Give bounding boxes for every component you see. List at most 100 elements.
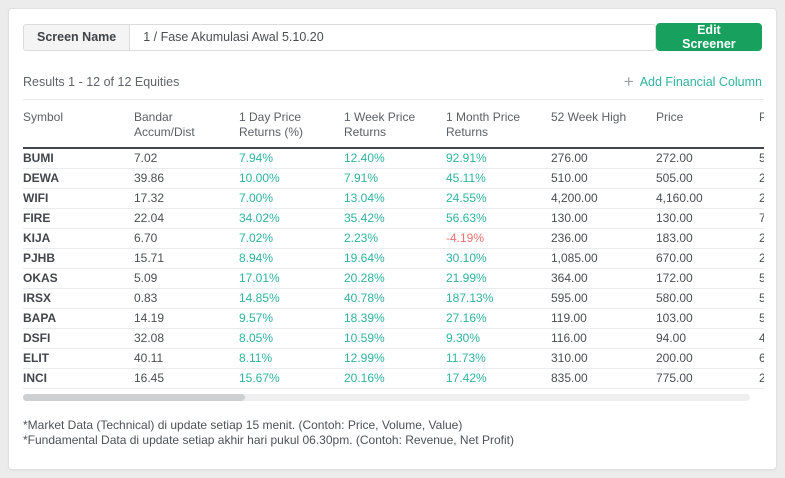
value-cell: 200.00 [656, 348, 759, 369]
symbol-cell[interactable]: BUMI [23, 148, 134, 169]
column-header[interactable]: 1 Month Price Returns [446, 100, 551, 149]
value-cell: 17.32 [134, 188, 239, 209]
return-cell: 92.91% [446, 148, 551, 169]
value-cell: 670.00 [656, 248, 759, 269]
value-cell: 2 [759, 228, 764, 249]
value-cell: 183.00 [656, 228, 759, 249]
value-cell: 276.00 [551, 148, 656, 169]
symbol-cell[interactable]: ELIT [23, 348, 134, 369]
column-header[interactable]: P [759, 100, 764, 149]
symbol-cell[interactable]: BAPA [23, 308, 134, 329]
horizontal-scrollbar[interactable] [23, 393, 750, 401]
value-cell: 2 [759, 368, 764, 389]
return-cell: 21.99% [446, 268, 551, 289]
value-cell: 16.45 [134, 368, 239, 389]
value-cell: 4 [759, 328, 764, 349]
return-cell: 24.55% [446, 188, 551, 209]
return-cell: 17.01% [239, 268, 344, 289]
value-cell: 94.00 [656, 328, 759, 349]
footnotes: *Market Data (Technical) di update setia… [23, 418, 762, 448]
table-header-row: Symbol Bandar Accum/Dist 1 Day Price Retur… [23, 100, 764, 149]
value-cell: 2 [759, 168, 764, 189]
return-cell: 15.67% [239, 368, 344, 389]
return-cell: 187.13% [446, 288, 551, 309]
screener-card: Screen Name Edit Screener Results 1 - 12… [8, 8, 777, 470]
return-cell: 56.63% [446, 208, 551, 229]
value-cell: 580.00 [656, 288, 759, 309]
column-header[interactable]: 1 Day Price Returns (%) [239, 100, 344, 149]
return-cell: 12.99% [344, 348, 446, 369]
symbol-cell[interactable]: DSFI [23, 328, 134, 349]
edit-screener-button[interactable]: Edit Screener [655, 23, 762, 51]
return-cell: 9.30% [446, 328, 551, 349]
return-cell: 40.78% [344, 288, 446, 309]
return-cell: -4.19% [446, 228, 551, 249]
value-cell: 22.04 [134, 208, 239, 229]
value-cell: 5.09 [134, 268, 239, 289]
value-cell: 272.00 [656, 148, 759, 169]
value-cell: 505.00 [656, 168, 759, 189]
column-header[interactable]: Symbol [23, 100, 134, 149]
return-cell: 8.94% [239, 248, 344, 269]
value-cell: 172.00 [656, 268, 759, 289]
value-cell: 310.00 [551, 348, 656, 369]
return-cell: 9.57% [239, 308, 344, 329]
return-cell: 13.04% [344, 188, 446, 209]
symbol-cell[interactable]: DEWA [23, 168, 134, 189]
column-header[interactable]: 1 Week Price Returns [344, 100, 446, 149]
value-cell: 595.00 [551, 288, 656, 309]
value-cell: 116.00 [551, 328, 656, 349]
value-cell: 835.00 [551, 368, 656, 389]
column-header[interactable]: Bandar Accum/Dist [134, 100, 239, 149]
value-cell: 130.00 [551, 208, 656, 229]
footnote-fundamental-data: *Fundamental Data di update setiap akhir… [23, 432, 514, 447]
value-cell: 4,200.00 [551, 188, 656, 209]
return-cell: 2.23% [344, 228, 446, 249]
value-cell: 7 [759, 208, 764, 229]
value-cell: 5 [759, 148, 764, 169]
column-header[interactable]: Price [656, 100, 759, 149]
column-header[interactable]: 52 Week High [551, 100, 656, 149]
value-cell: 5 [759, 308, 764, 329]
return-cell: 8.11% [239, 348, 344, 369]
symbol-cell[interactable]: WIFI [23, 188, 134, 209]
screen-name-input[interactable] [129, 23, 656, 51]
return-cell: 19.64% [344, 248, 446, 269]
table-row: WIFI 17.32 7.00% 13.04% 24.55% 4,200.00 4,160.… [23, 188, 764, 209]
screen-name-group: Screen Name [23, 23, 656, 51]
symbol-cell[interactable]: FIRE [23, 208, 134, 229]
results-bar: Results 1 - 12 of 12 Equities + Add Fina… [23, 73, 762, 99]
return-cell: 20.28% [344, 268, 446, 289]
symbol-cell[interactable]: PJHB [23, 248, 134, 269]
return-cell: 7.02% [239, 228, 344, 249]
return-cell: 7.94% [239, 148, 344, 169]
value-cell: 39.86 [134, 168, 239, 189]
results-table: Symbol Bandar Accum/Dist 1 Day Price Retur… [23, 100, 764, 389]
add-financial-column-button[interactable]: + Add Financial Column [624, 73, 762, 90]
value-cell: 130.00 [656, 208, 759, 229]
return-cell: 11.73% [446, 348, 551, 369]
value-cell: 119.00 [551, 308, 656, 329]
symbol-cell[interactable]: IRSX [23, 288, 134, 309]
value-cell: 15.71 [134, 248, 239, 269]
scrollbar-thumb[interactable] [23, 393, 245, 401]
return-cell: 35.42% [344, 208, 446, 229]
screen-name-label: Screen Name [23, 23, 130, 51]
value-cell: 2 [759, 248, 764, 269]
value-cell: 7.02 [134, 148, 239, 169]
value-cell: 32.08 [134, 328, 239, 349]
value-cell: 510.00 [551, 168, 656, 189]
value-cell: 1,085.00 [551, 248, 656, 269]
symbol-cell[interactable]: INCI [23, 368, 134, 389]
symbol-cell[interactable]: KIJA [23, 228, 134, 249]
symbol-cell[interactable]: OKAS [23, 268, 134, 289]
results-table-container: Symbol Bandar Accum/Dist 1 Day Price Retur… [23, 99, 764, 389]
value-cell: 5 [759, 288, 764, 309]
